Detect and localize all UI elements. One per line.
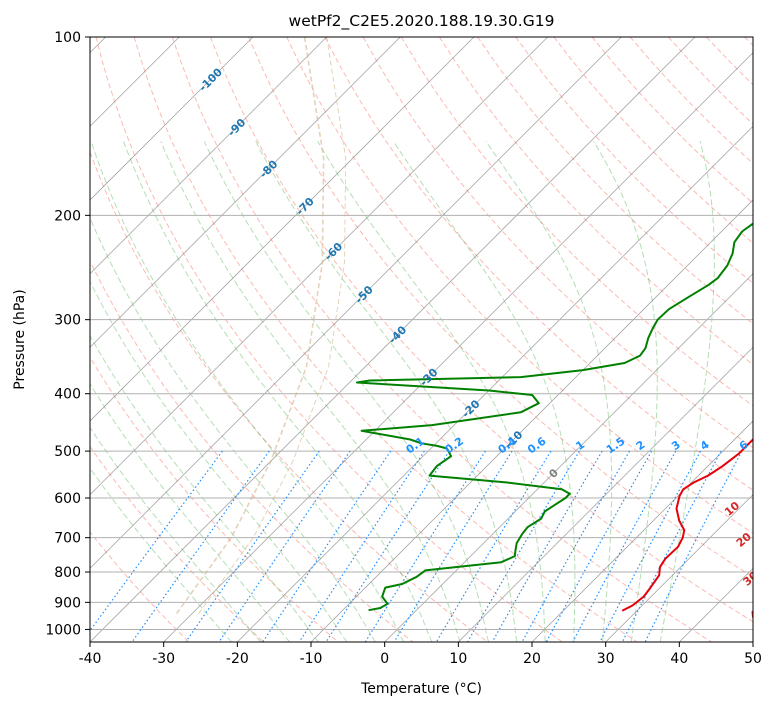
dry-adiabat bbox=[248, 37, 753, 578]
x-tick-label: -10 bbox=[300, 651, 323, 667]
adiabat-label: 40 bbox=[747, 602, 767, 622]
mixing-ratio-line bbox=[521, 450, 631, 642]
x-axis-label: Temperature (°C) bbox=[360, 681, 482, 697]
dry-adiabat bbox=[133, 37, 638, 642]
x-tick-label: 10 bbox=[449, 651, 467, 667]
dry-adiabat bbox=[324, 37, 753, 491]
dry-adiabat bbox=[90, 259, 414, 642]
isotherm-line bbox=[90, 37, 401, 348]
background-grid bbox=[90, 37, 753, 642]
x-tick-label: 30 bbox=[597, 651, 615, 667]
dry-adiabat bbox=[90, 445, 264, 642]
dry-adiabat bbox=[90, 150, 488, 642]
mixing-ratio-line bbox=[545, 450, 653, 642]
mixing-ratio-line bbox=[131, 450, 270, 642]
dry-adiabat bbox=[90, 531, 190, 642]
mixing-ratio-line bbox=[90, 450, 223, 632]
isotherm-line bbox=[310, 199, 753, 642]
isotherm-line bbox=[90, 37, 548, 496]
isotherm-line bbox=[163, 52, 753, 642]
isotherm-line bbox=[90, 37, 254, 201]
isotherm-line bbox=[90, 37, 622, 569]
x-tick-label: 40 bbox=[670, 651, 688, 667]
plot-frame bbox=[89, 36, 754, 643]
dry-adiabat bbox=[95, 37, 563, 642]
dry-adiabat bbox=[477, 37, 753, 325]
mixing-ratio-line bbox=[572, 450, 677, 642]
y-tick-label: 200 bbox=[54, 208, 81, 224]
isotherm-line bbox=[237, 125, 753, 642]
series-group bbox=[355, 222, 753, 612]
y-tick-label: 400 bbox=[54, 387, 81, 403]
dry-adiabat bbox=[515, 37, 753, 284]
mixing-ratio-line bbox=[185, 450, 320, 642]
mixing-ratio-line bbox=[218, 450, 351, 642]
mixing-ratio-line bbox=[644, 450, 743, 642]
isotherm-line bbox=[605, 494, 753, 642]
dry-adiabat bbox=[400, 37, 753, 407]
dry-adiabat bbox=[90, 356, 339, 642]
y-tick-label: 500 bbox=[54, 444, 81, 460]
isotherm-line bbox=[90, 37, 327, 275]
lcl-curve bbox=[196, 37, 347, 617]
dewpoint-profile-line bbox=[355, 222, 753, 612]
x-tick-label: -20 bbox=[226, 651, 249, 667]
isotherm-line bbox=[90, 37, 696, 642]
x-tick-label: 50 bbox=[744, 651, 762, 667]
y-tick-label: 300 bbox=[54, 313, 81, 329]
isotherm-line bbox=[90, 37, 475, 422]
y-axis-label: Pressure (hPa) bbox=[12, 289, 28, 389]
mixing-ratio-line bbox=[599, 450, 702, 642]
x-tick-label: 20 bbox=[523, 651, 541, 667]
y-tick-label: 900 bbox=[54, 595, 81, 611]
mixing-ratio-line bbox=[491, 450, 603, 642]
isotherm-line bbox=[531, 420, 753, 642]
mixing-ratio-line bbox=[262, 450, 392, 642]
mixing-ratio-line bbox=[621, 450, 722, 642]
lcl-curve bbox=[174, 37, 325, 617]
y-tick-label: 100 bbox=[54, 30, 81, 46]
isotherm-line bbox=[384, 273, 753, 642]
y-tick-label: 700 bbox=[54, 531, 81, 547]
y-tick-label: 600 bbox=[54, 491, 81, 507]
chart-title: wetPf2_C2E5.2020.188.19.30.G19 bbox=[289, 12, 555, 31]
mixing-ratio-line bbox=[393, 450, 513, 642]
dry-adiabat bbox=[210, 37, 753, 623]
y-tick-label: 800 bbox=[54, 565, 81, 581]
temperature-profile-line bbox=[621, 438, 753, 612]
x-tick-label: 0 bbox=[380, 651, 389, 667]
mixing-ratio-line bbox=[298, 450, 425, 642]
isotherm-line bbox=[458, 346, 753, 642]
x-tick-label: -40 bbox=[79, 651, 102, 667]
dry-adiabat bbox=[438, 37, 753, 366]
y-tick-label: 1000 bbox=[45, 622, 81, 638]
x-tick-label: -30 bbox=[152, 651, 175, 667]
dry-adiabat bbox=[362, 37, 753, 449]
axes: -40 -30 -20 -10 0 10 20 30 40 50 100 200 300 400 500 60… bbox=[45, 30, 762, 667]
dry-adiabat bbox=[171, 37, 712, 642]
